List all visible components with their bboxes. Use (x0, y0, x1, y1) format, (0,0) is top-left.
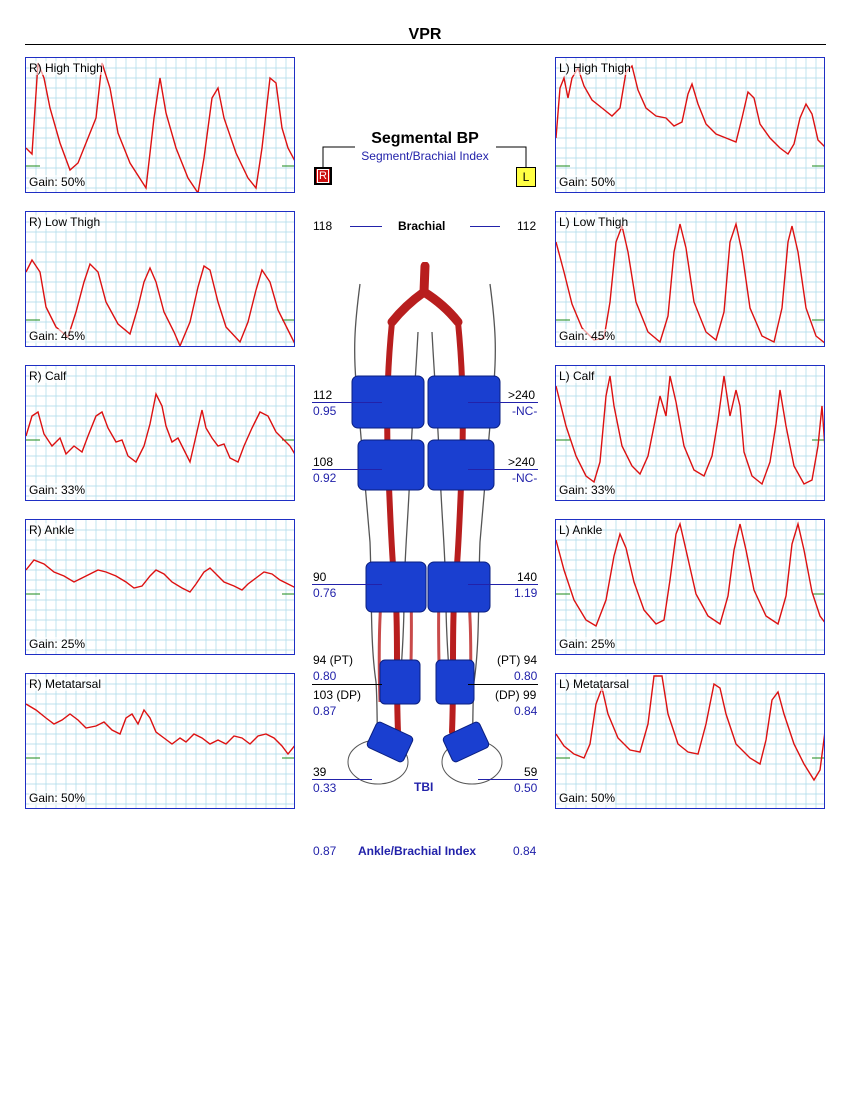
waveform-label: L) High Thigh (559, 61, 631, 75)
gain-label: Gain: 25% (29, 637, 86, 651)
gain-label: Gain: 33% (29, 483, 86, 497)
gain-label: Gain: 50% (29, 791, 86, 805)
gain-label: Gain: 33% (559, 483, 616, 497)
waveform-label: R) Ankle (29, 523, 75, 537)
waveform-label: L) Metatarsal (559, 677, 630, 691)
waveform-plot (26, 366, 294, 500)
gain-label: Gain: 45% (559, 329, 616, 343)
waveform-plot (556, 58, 824, 192)
waveform-right-ankle: R) Ankle Gain: 25% (25, 519, 295, 655)
waveform-label: L) Calf (559, 369, 595, 383)
segmental-bp-title: Segmental BP (371, 130, 479, 147)
right-low-thigh-bp: 108 (313, 455, 334, 469)
right-high-thigh-bp: 112 (313, 388, 333, 402)
waveform-plot (26, 520, 294, 654)
waveform-right-high-thigh: R) High Thigh Gain: 50% (25, 57, 295, 193)
right-ankle-pt-bp: 94 (PT) (313, 653, 354, 667)
left-ankle-dp-index: 0.84 (514, 704, 538, 718)
brachial-left-value: 112 (517, 219, 537, 233)
waveform-label: R) Calf (29, 369, 67, 383)
title-divider (25, 44, 826, 45)
gain-label: Gain: 50% (559, 791, 616, 805)
left-calf-bp: 140 (517, 570, 538, 584)
waveform-right-metatarsal: R) Metatarsal Gain: 50% (25, 673, 295, 809)
gain-label: Gain: 50% (559, 175, 616, 189)
waveform-left-metatarsal: L) Metatarsal Gain: 50% (555, 673, 825, 809)
left-high-thigh-index: -NC- (512, 404, 538, 418)
left-ankle-pt-index: 0.80 (514, 669, 538, 683)
right-high-thigh-index: 0.95 (313, 404, 337, 418)
gain-label: Gain: 25% (559, 637, 616, 651)
right-toe-index: 0.33 (313, 781, 337, 795)
left-toe-index: 0.50 (514, 781, 538, 795)
right-low-thigh-index: 0.92 (313, 471, 337, 485)
left-low-thigh-bp: >240 (508, 455, 536, 469)
waveform-left-calf: L) Calf Gain: 33% (555, 365, 825, 501)
right-side-badge: R (314, 167, 332, 185)
waveform-right-calf: R) Calf Gain: 33% (25, 365, 295, 501)
waveform-plot (26, 674, 294, 808)
brachial-right-value: 118 (313, 219, 333, 233)
left-toe-bp: 59 (524, 765, 538, 779)
right-ankle-pt-index: 0.80 (313, 669, 337, 683)
page-title: VPR (408, 26, 442, 43)
abi-left-value: 0.84 (513, 844, 537, 858)
waveform-label: R) High Thigh (29, 61, 103, 75)
left-ankle-dp-bp: (DP) 99 (495, 688, 537, 702)
abi-label: Ankle/Brachial Index (358, 844, 477, 858)
waveform-left-low-thigh: L) Low Thigh Gain: 45% (555, 211, 825, 347)
left-low-thigh-index: -NC- (512, 471, 538, 485)
right-ankle-dp-index: 0.87 (313, 704, 337, 718)
waveform-right-low-thigh: R) Low Thigh Gain: 45% (25, 211, 295, 347)
left-calf-index: 1.19 (514, 586, 538, 600)
right-toe-bp: 39 (313, 765, 327, 779)
waveform-label: L) Ankle (559, 523, 603, 537)
waveform-plot (26, 58, 294, 192)
waveform-plot (26, 212, 294, 346)
left-side-badge: L (516, 167, 536, 187)
right-calf-bp: 90 (313, 570, 327, 584)
waveform-left-high-thigh: L) High Thigh Gain: 50% (555, 57, 825, 193)
waveform-plot (556, 674, 824, 808)
gain-label: Gain: 50% (29, 175, 86, 189)
right-ankle-dp-bp: 103 (DP) (313, 688, 362, 702)
left-ankle-pt-bp: (PT) 94 (497, 653, 538, 667)
waveform-label: R) Metatarsal (29, 677, 102, 691)
gain-label: Gain: 45% (29, 329, 86, 343)
abi-right-value: 0.87 (313, 844, 337, 858)
tbi-label: TBI (414, 780, 434, 794)
right-calf-index: 0.76 (313, 586, 337, 600)
waveform-label: L) Low Thigh (559, 215, 629, 229)
waveform-left-ankle: L) Ankle Gain: 25% (555, 519, 825, 655)
brachial-label: Brachial (398, 219, 446, 233)
waveform-label: R) Low Thigh (29, 215, 101, 229)
waveform-plot (556, 520, 824, 654)
waveform-plot (556, 366, 824, 500)
waveform-plot (556, 212, 824, 346)
segmental-bp-subtitle: Segment/Brachial Index (361, 149, 489, 163)
left-high-thigh-bp: >240 (508, 388, 536, 402)
legs-diagram (347, 262, 503, 785)
